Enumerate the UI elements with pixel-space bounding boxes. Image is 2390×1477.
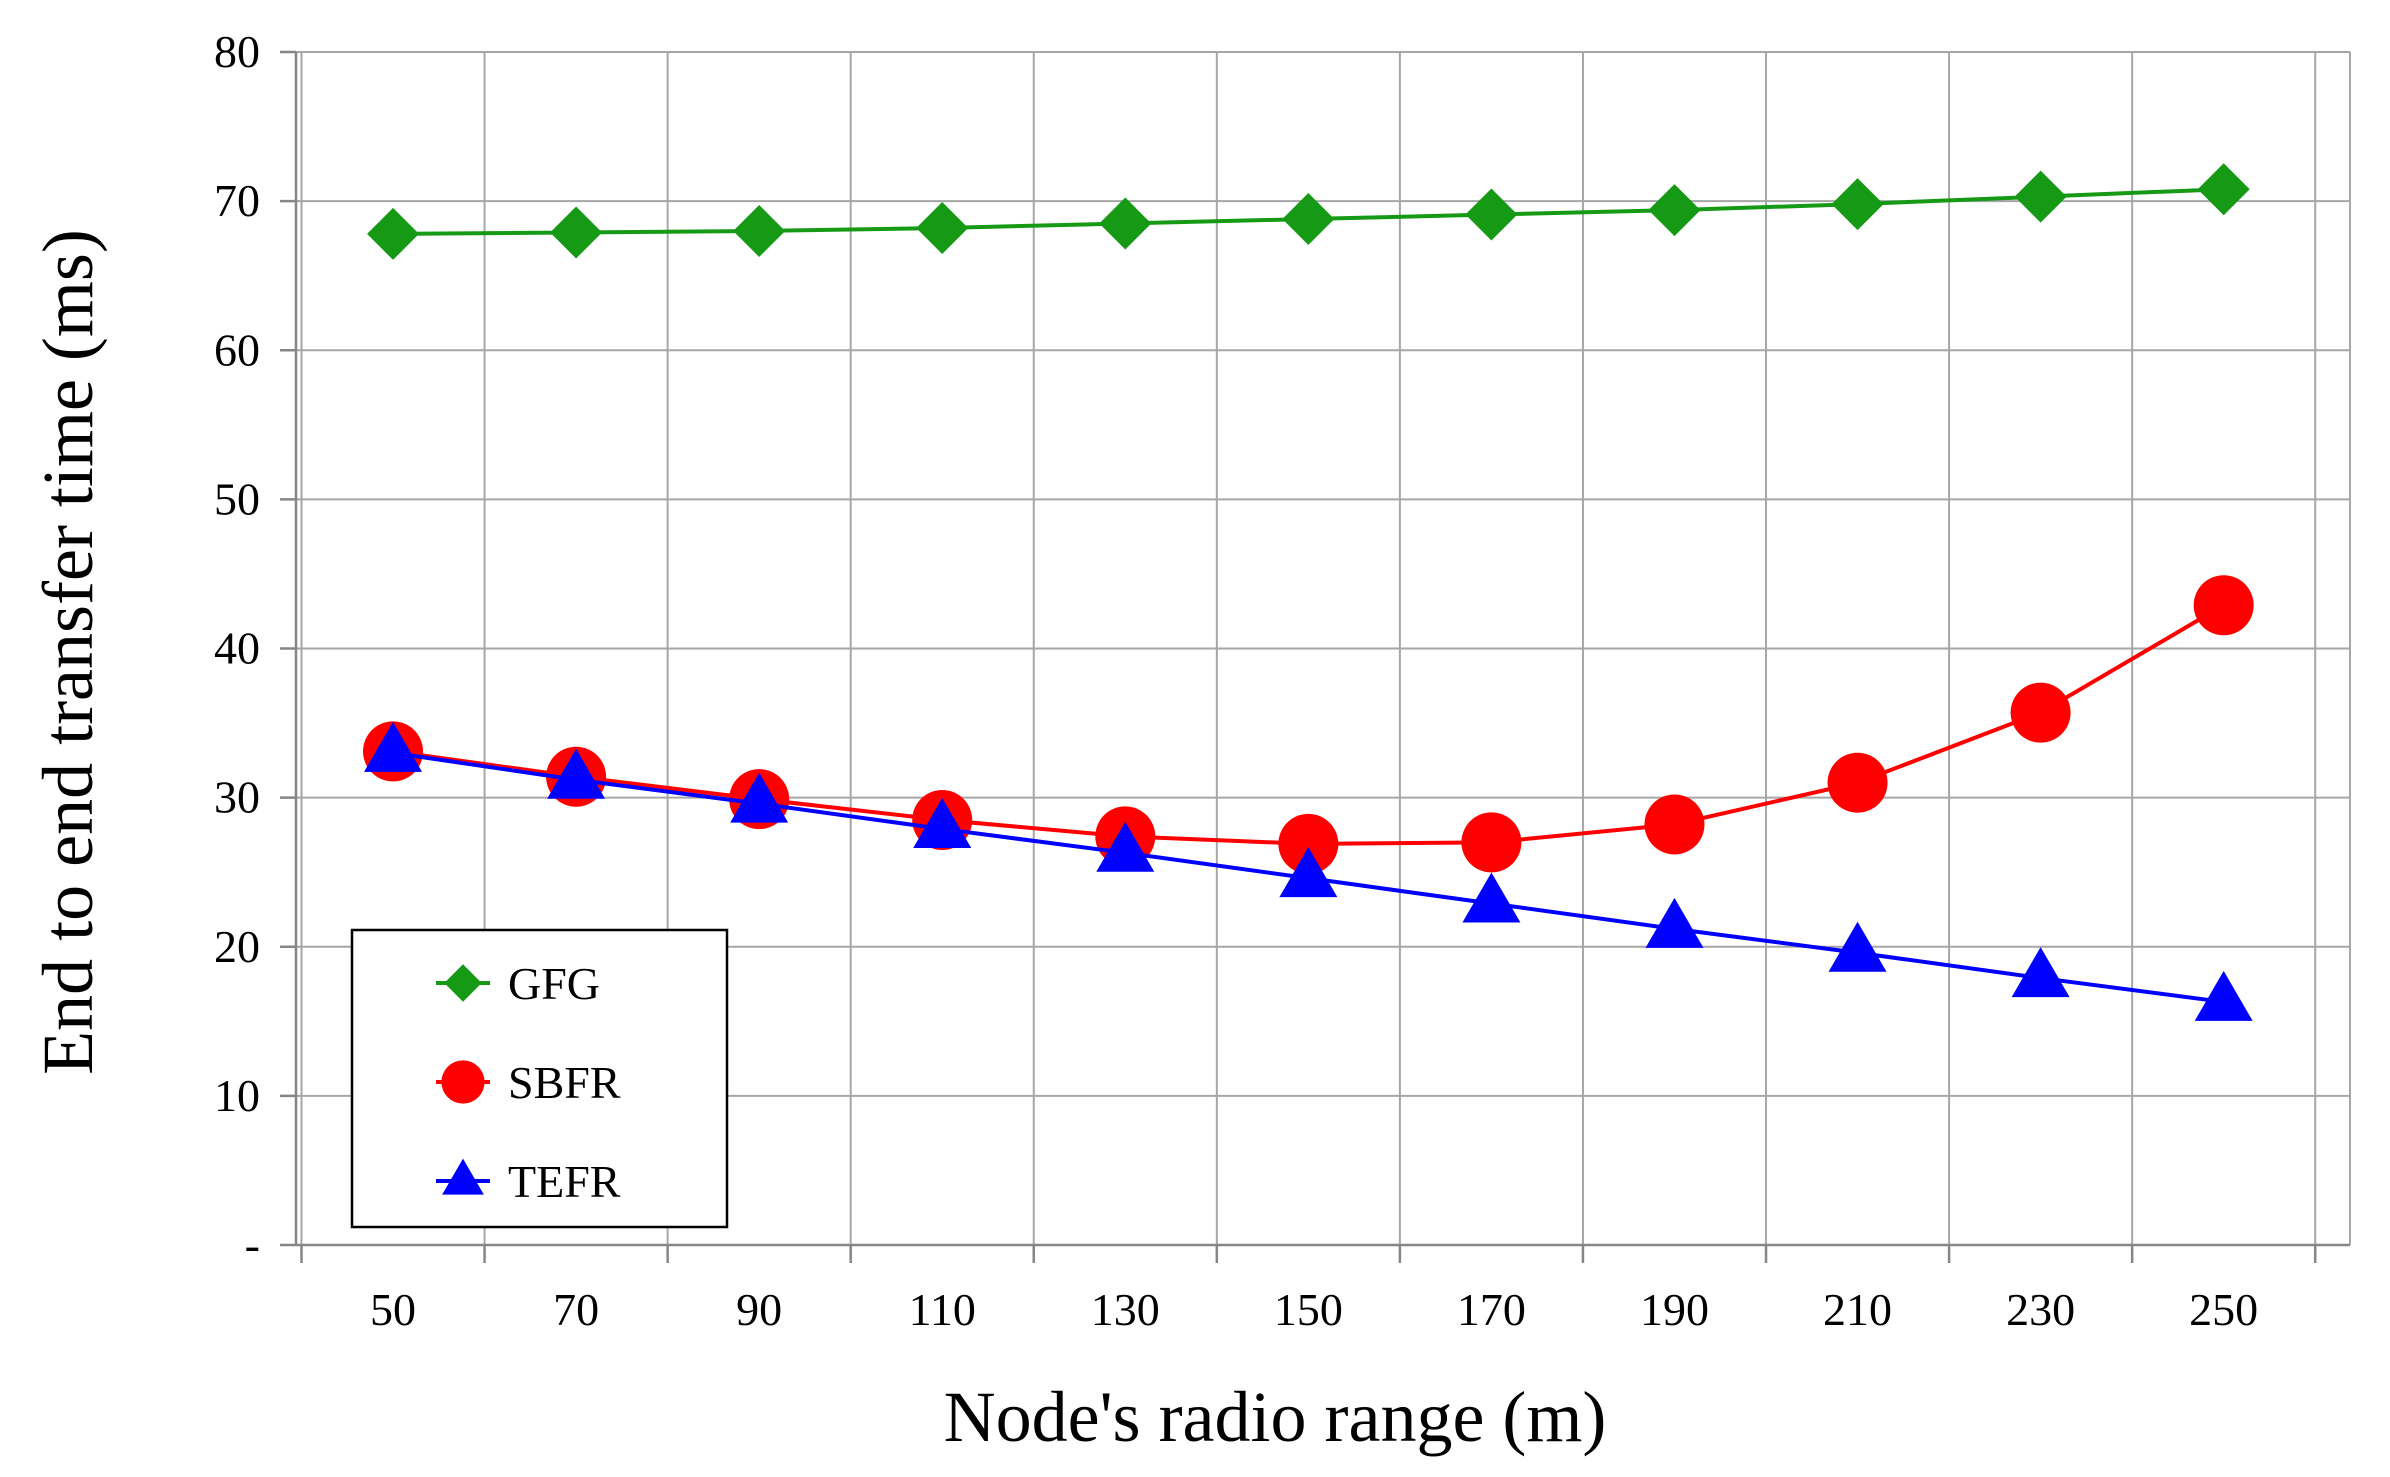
legend-marker-sbfr [441,1060,485,1104]
legend-marker-tefr [442,1158,484,1195]
data-point-tefr [730,772,789,823]
data-point-sbfr [1278,813,1339,874]
legend-label-sbfr: SBFR [508,1057,621,1108]
legend: GFG SBFR TEFR [350,928,729,1229]
series-gfg [367,163,2250,260]
legend-marker-gfg [444,964,482,1002]
data-point-tefr [2194,970,2253,1021]
legend-item-gfg: GFG [436,958,600,1009]
data-point-gfg [550,206,603,259]
x-tick-labels: 50 70 90 110 130 150 170 190 210 230 250 [370,1284,2258,1335]
data-point-gfg [916,201,969,254]
legend-items: GFG SBFR TEFR [436,958,621,1207]
data-point-sbfr [2193,575,2254,636]
data-point-gfg [1648,184,1701,237]
data-point-tefr [1645,897,1704,948]
data-point-tefr [1279,847,1338,898]
x-axis-title: Node's radio range (m) [944,1377,1607,1457]
legend-item-tefr: TEFR [436,1156,621,1207]
data-point-tefr [547,748,606,799]
x-tick-label: 210 [1823,1284,1892,1335]
y-tick-label: 80 [214,26,260,77]
series-tefr [364,721,2253,1021]
y-tick-labels: - 10 20 30 40 50 60 70 80 [214,26,260,1270]
data-point-tefr [1828,921,1887,972]
data-point-gfg [733,204,786,257]
data-point-sbfr [2010,682,2071,743]
x-tick-label: 90 [736,1284,782,1335]
y-tick-label: 10 [214,1070,260,1121]
data-point-sbfr [1461,812,1522,873]
x-tick-label: 230 [2006,1284,2075,1335]
data-point-gfg [1831,178,1884,231]
x-tick-label: 50 [370,1284,416,1335]
data-point-gfg [2014,170,2067,223]
y-tick-label: 60 [214,324,260,375]
x-tick-label: 70 [553,1284,599,1335]
legend-box [350,928,729,1229]
series-sbfr [363,575,2254,874]
x-tick-label: 250 [2189,1284,2258,1335]
x-tick-label: 170 [1457,1284,1526,1335]
data-point-tefr [364,721,423,772]
series [363,163,2254,1021]
y-axis-title: End to end transfer time (ms) [28,229,108,1075]
y-tick-label: 40 [214,623,260,674]
grid [296,51,2351,1245]
data-point-gfg [2197,163,2250,216]
axes [280,50,2350,1263]
data-point-tefr [1096,821,1155,872]
y-tick-label: 70 [214,175,260,226]
y-tick-label: 20 [214,921,260,972]
x-tick-label: 110 [909,1284,976,1335]
data-point-gfg [1465,188,1518,241]
y-tick-label: - [245,1219,260,1270]
data-point-tefr [913,797,972,848]
x-tick-label: 130 [1091,1284,1160,1335]
x-tick-label: 190 [1640,1284,1709,1335]
y-tick-label: 30 [214,772,260,823]
data-point-gfg [1282,193,1335,246]
legend-item-sbfr: SBFR [436,1057,621,1108]
x-tick-label: 150 [1274,1284,1343,1335]
data-point-gfg [367,207,420,260]
data-point-gfg [1099,197,1152,250]
data-point-tefr [1462,872,1521,923]
data-point-sbfr [1827,752,1888,813]
data-point-sbfr [1644,794,1705,855]
legend-label-gfg: GFG [508,958,600,1009]
legend-label-tefr: TEFR [508,1156,621,1207]
y-tick-label: 50 [214,473,260,524]
data-point-tefr [2011,947,2070,998]
